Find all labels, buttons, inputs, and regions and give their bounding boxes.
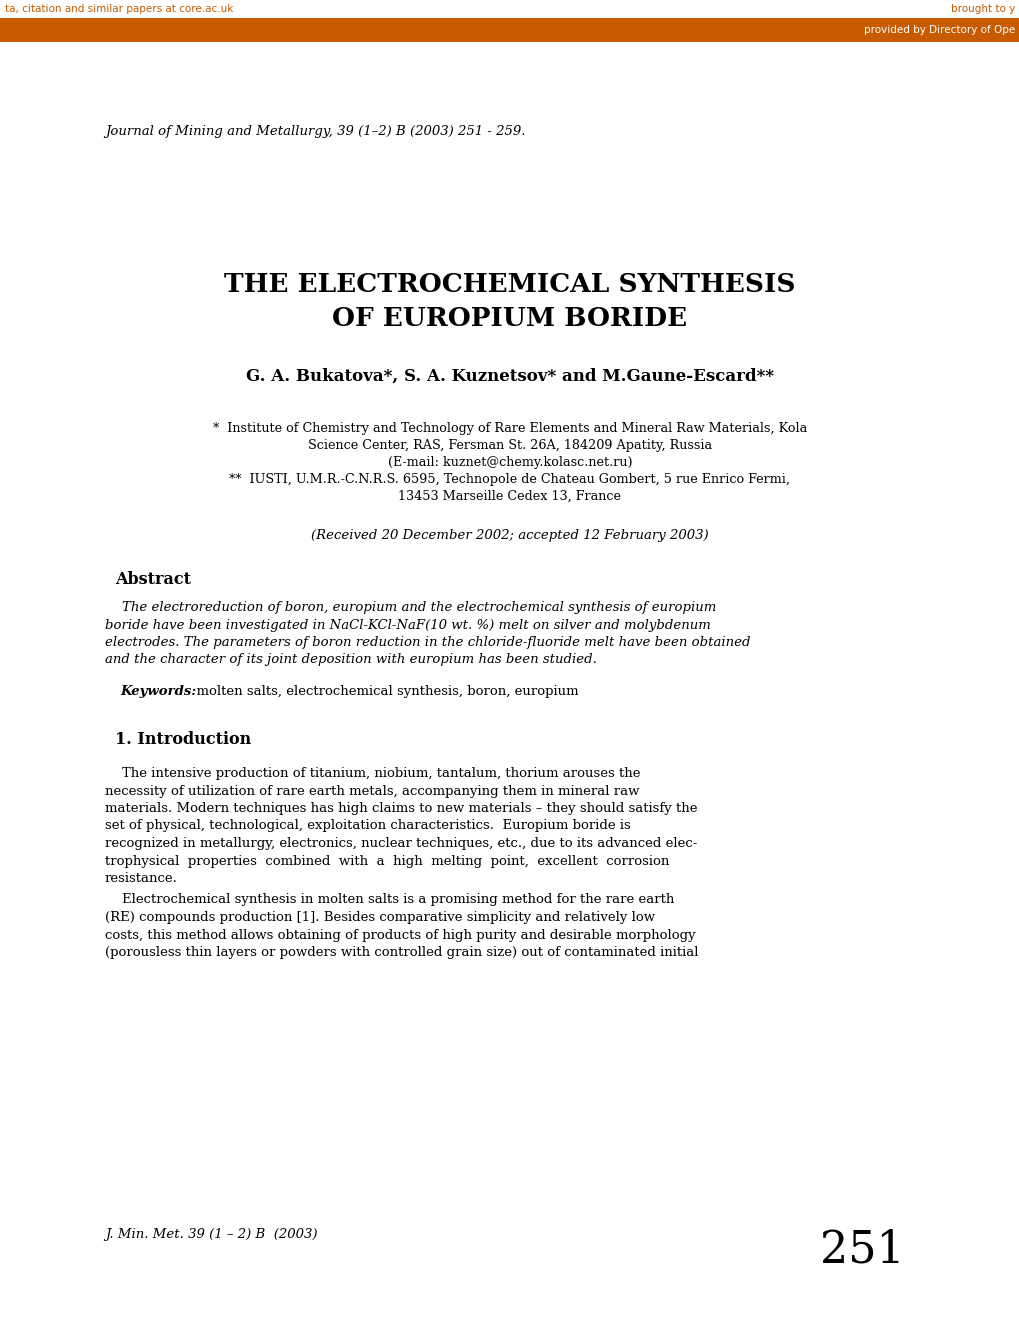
Text: electrodes. The parameters of boron reduction in the chloride-fluoride melt have: electrodes. The parameters of boron redu… (105, 636, 750, 649)
Text: 251: 251 (819, 1228, 904, 1271)
Text: 13453 Marseille Cedex 13, France: 13453 Marseille Cedex 13, France (398, 490, 621, 503)
Text: **  IUSTI, U.M.R.-C.N.R.S. 6595, Technopole de Chateau Gombert, 5 rue Enrico Fer: ** IUSTI, U.M.R.-C.N.R.S. 6595, Technopo… (229, 473, 790, 486)
Text: (Received 20 December 2002; accepted 12 February 2003): (Received 20 December 2002; accepted 12 … (311, 529, 708, 543)
Text: resistance.: resistance. (105, 873, 177, 884)
Text: J. Min. Met. 39 (1 – 2) B  (2003): J. Min. Met. 39 (1 – 2) B (2003) (105, 1228, 317, 1241)
Text: THE ELECTROCHEMICAL SYNTHESIS: THE ELECTROCHEMICAL SYNTHESIS (224, 272, 795, 297)
Text: OF EUROPIUM BORIDE: OF EUROPIUM BORIDE (332, 306, 687, 331)
Text: 1. Introduction: 1. Introduction (115, 731, 251, 748)
Text: Journal of Mining and Metallurgy, 39 (1–2) B (2003) 251 - 259.: Journal of Mining and Metallurgy, 39 (1–… (105, 125, 525, 139)
Text: set of physical, technological, exploitation characteristics.  Europium boride i: set of physical, technological, exploita… (105, 820, 630, 833)
Text: G. A. Bukatova*, S. A. Kuznetsov* and M.Gaune-Escard**: G. A. Bukatova*, S. A. Kuznetsov* and M.… (246, 368, 773, 385)
Text: (RE) compounds production [1]. Besides comparative simplicity and relatively low: (RE) compounds production [1]. Besides c… (105, 911, 654, 924)
Text: The intensive production of titanium, niobium, tantalum, thorium arouses the: The intensive production of titanium, ni… (105, 767, 640, 780)
Text: molten salts, electrochemical synthesis, boron, europium: molten salts, electrochemical synthesis,… (187, 685, 578, 698)
Text: necessity of utilization of rare earth metals, accompanying them in mineral raw: necessity of utilization of rare earth m… (105, 784, 639, 797)
Text: ta, citation and similar papers at core.ac.uk: ta, citation and similar papers at core.… (5, 4, 233, 15)
Text: The electroreduction of boron, europium and the electrochemical synthesis of eur: The electroreduction of boron, europium … (105, 601, 715, 614)
Text: Abstract: Abstract (115, 572, 191, 587)
Text: (porousless thin layers or powders with controlled grain size) out of contaminat: (porousless thin layers or powders with … (105, 946, 698, 960)
Text: Keywords:: Keywords: (120, 685, 196, 698)
Text: and the character of its joint deposition with europium has been studied.: and the character of its joint depositio… (105, 653, 596, 667)
Text: *  Institute of Chemistry and Technology of Rare Elements and Mineral Raw Materi: * Institute of Chemistry and Technology … (213, 422, 806, 436)
Text: recognized in metallurgy, electronics, nuclear techniques, etc., due to its adva: recognized in metallurgy, electronics, n… (105, 837, 697, 850)
Text: materials. Modern techniques has high claims to new materials – they should sati: materials. Modern techniques has high cl… (105, 803, 697, 814)
Text: costs, this method allows obtaining of products of high purity and desirable mor: costs, this method allows obtaining of p… (105, 928, 695, 941)
Text: (E-mail: kuznet@chemy.kolasc.net.ru): (E-mail: kuznet@chemy.kolasc.net.ru) (387, 455, 632, 469)
Text: provided by Directory of Ope: provided by Directory of Ope (863, 25, 1014, 36)
Text: Science Center, RAS, Fersman St. 26A, 184209 Apatity, Russia: Science Center, RAS, Fersman St. 26A, 18… (308, 440, 711, 451)
Bar (0, 18, 1019, 42)
Text: trophysical  properties  combined  with  a  high  melting  point,  excellent  co: trophysical properties combined with a h… (105, 854, 668, 867)
Text: Electrochemical synthesis in molten salts is a promising method for the rare ear: Electrochemical synthesis in molten salt… (105, 894, 674, 907)
Text: boride have been investigated in NaCl-KCl-NaF(10 wt. %) melt on silver and molyb: boride have been investigated in NaCl-KC… (105, 619, 710, 631)
Text: brought to y: brought to y (950, 4, 1014, 15)
